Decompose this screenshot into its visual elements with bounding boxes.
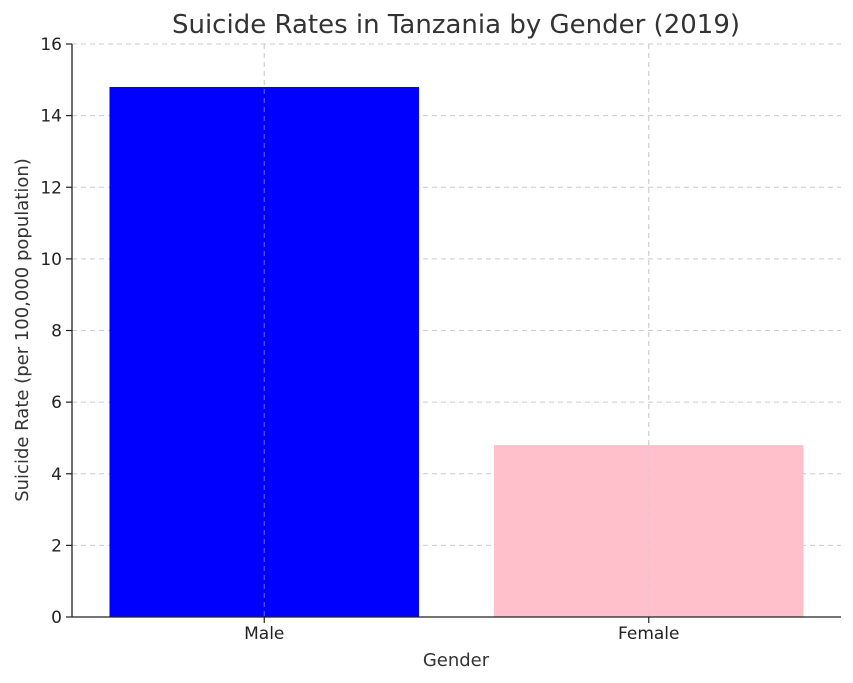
x-tick-label: Male bbox=[244, 624, 284, 644]
y-tick-label: 0 bbox=[51, 608, 62, 628]
y-tick-label: 14 bbox=[40, 107, 62, 127]
chart-title: Suicide Rates in Tanzania by Gender (201… bbox=[172, 10, 740, 40]
y-tick-label: 8 bbox=[51, 322, 62, 342]
y-tick-label: 4 bbox=[51, 465, 62, 485]
axis-layer: 0 2 4 6 8 10 12 14 16 Male Female bbox=[40, 35, 841, 644]
x-axis-label: Gender bbox=[423, 650, 490, 671]
y-tick-label: 12 bbox=[40, 178, 62, 198]
bar-layer bbox=[109, 44, 804, 618]
x-tick-label: Female bbox=[618, 624, 679, 644]
y-tick-label: 16 bbox=[40, 35, 62, 55]
y-axis-label: Suicide Rate (per 100,000 population) bbox=[12, 158, 33, 502]
y-tick-label: 6 bbox=[51, 393, 62, 413]
y-tick-label: 10 bbox=[40, 250, 62, 270]
y-tick-label: 2 bbox=[51, 536, 62, 556]
